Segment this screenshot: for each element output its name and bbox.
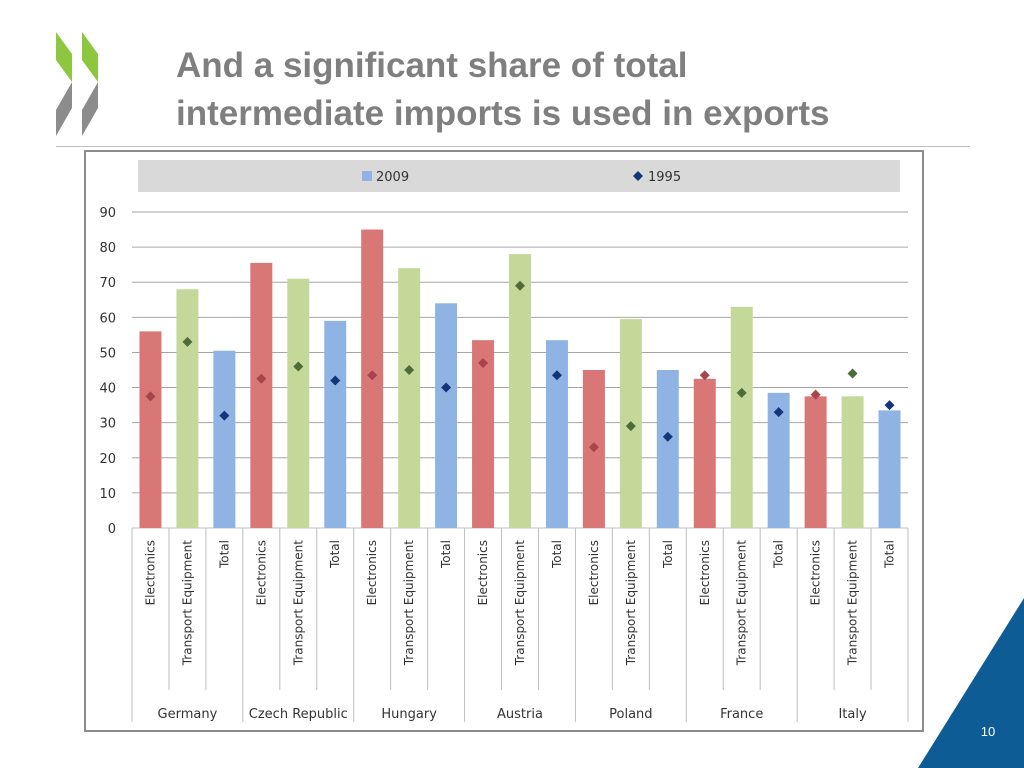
category-label: Transport Equipment — [846, 540, 860, 667]
bar-2009 — [176, 289, 199, 528]
title-divider — [56, 146, 970, 147]
marker-1995 — [588, 442, 599, 453]
category-label: Electronics — [698, 540, 712, 605]
y-tick-label: 30 — [99, 417, 116, 432]
bar-2009 — [287, 278, 310, 528]
marker-1995 — [256, 373, 267, 384]
bar-2009 — [545, 340, 568, 528]
y-tick-label: 60 — [99, 311, 116, 326]
category-label: Total — [550, 540, 564, 569]
bar-2009 — [804, 396, 827, 528]
country-label: Poland — [609, 707, 652, 722]
y-tick-label: 50 — [99, 346, 116, 361]
marker-1995 — [662, 431, 673, 442]
bar-2009 — [139, 331, 162, 528]
category-label: Transport Equipment — [291, 540, 305, 667]
chart: 2009 1995 0 10 20 30 40 50 60 70 80 90 Electronics Tr… — [99, 160, 909, 722]
page-number: 10 — [980, 724, 996, 739]
marker-1995 — [736, 387, 747, 398]
category-label: Electronics — [587, 540, 601, 605]
y-tick-label: 90 — [99, 206, 116, 221]
oecd-logo — [56, 32, 98, 136]
marker-1995 — [367, 370, 378, 381]
country-label: Hungary — [381, 707, 437, 722]
bar-2009 — [250, 262, 273, 528]
category-label: Transport Equipment — [735, 540, 749, 667]
marker-1995 — [145, 391, 156, 402]
category-label: Electronics — [809, 540, 823, 605]
corner-triangle — [918, 598, 1024, 768]
logo-chevron-green-right — [82, 32, 98, 82]
marker-1995 — [699, 370, 710, 381]
legend-marker-1995 — [633, 171, 643, 181]
marker-1995 — [847, 368, 858, 379]
bar-2009 — [878, 410, 901, 528]
category-label: Transport Equipment — [624, 540, 638, 667]
logo-chevron-gray-right — [82, 82, 98, 136]
logo-chevron-green-left — [56, 32, 72, 82]
legend-label-1995: 1995 — [648, 170, 681, 185]
marker-1995 — [330, 375, 341, 386]
category-label: Electronics — [254, 540, 268, 605]
bar-2009 — [472, 340, 495, 528]
y-tick-label: 10 — [99, 487, 116, 502]
category-label: Electronics — [143, 540, 157, 605]
y-tick-label: 70 — [99, 276, 116, 291]
category-label: Transport Equipment — [402, 540, 416, 667]
country-label: Austria — [497, 707, 543, 722]
marker-1995 — [551, 370, 562, 381]
bar-2009 — [841, 396, 864, 528]
category-label: Electronics — [365, 540, 379, 605]
category-label: Total — [328, 540, 342, 569]
bar-2009 — [324, 320, 347, 528]
bar-2009 — [435, 303, 458, 528]
category-label: Electronics — [476, 540, 490, 605]
country-label: Italy — [838, 707, 867, 722]
bar-2009 — [509, 254, 531, 528]
legend-label-2009: 2009 — [376, 170, 409, 185]
y-tick-label: 40 — [99, 382, 116, 397]
category-label: Transport Equipment — [180, 540, 194, 667]
bar-2009 — [730, 306, 753, 528]
marker-1995 — [625, 421, 636, 432]
slide-title-line-2: intermediate imports is used in exports — [176, 94, 830, 133]
category-label: Total — [661, 540, 675, 569]
logo-chevron-gray-left — [56, 82, 72, 136]
y-tick-label: 20 — [99, 452, 116, 467]
country-label: Czech Republic — [249, 707, 348, 722]
y-tick-label: 0 — [108, 522, 116, 537]
marker-1995 — [515, 280, 525, 291]
marker-1995 — [219, 410, 230, 421]
bar-2009 — [656, 370, 679, 528]
category-label: Transport Equipment — [513, 540, 527, 667]
chart-frame: 2009 1995 0 10 20 30 40 50 60 70 80 90 Electronics Tr… — [84, 150, 924, 732]
category-label: Total — [439, 540, 453, 569]
marker-1995 — [773, 407, 784, 418]
marker-1995 — [810, 389, 821, 400]
category-label: Total — [217, 540, 231, 569]
marker-1995 — [293, 361, 304, 372]
slide-title-line-1: And a significant share of total — [176, 46, 688, 85]
marker-1995 — [441, 382, 452, 393]
marker-1995 — [404, 365, 415, 375]
category-label: Total — [772, 540, 786, 569]
marker-1995 — [182, 336, 193, 347]
marker-1995 — [884, 400, 895, 411]
category-label: Total — [883, 540, 897, 569]
bar-2009 — [767, 392, 790, 528]
slide-title: And a significant share of total interme… — [176, 42, 976, 138]
marker-1995 — [478, 357, 489, 368]
bar-2009 — [693, 378, 716, 528]
country-label: France — [720, 707, 763, 722]
y-tick-label: 80 — [99, 241, 116, 256]
country-label: Germany — [158, 707, 218, 722]
legend-box — [138, 160, 900, 192]
bar-2009 — [398, 268, 421, 528]
legend-swatch-2009 — [362, 171, 372, 181]
bar-2009 — [213, 350, 236, 528]
